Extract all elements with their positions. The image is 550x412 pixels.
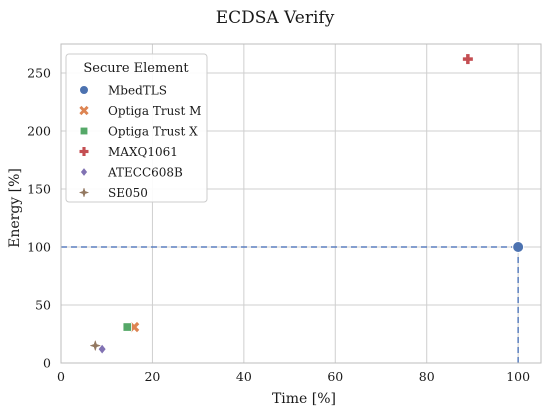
y-axis-label: Energy [%] [7,168,23,248]
y-tick-label: 0 [43,356,51,371]
legend-marker-mbedtls [79,85,89,95]
x-tick-label: 0 [57,369,65,384]
legend-label-maxq1061: MAXQ1061 [108,145,178,159]
legend-marker-se050 [78,187,90,198]
plot-area [60,43,542,364]
chart-title: ECDSA Verify [216,8,335,28]
point-maxq1061 [462,54,473,65]
point-mbedtls [512,241,525,253]
legend-marker-optiga-trust-m [79,105,89,116]
legend-items: MbedTLS Optiga Trust M Optiga Trust X MAXQ1… [78,83,201,200]
legend-label-se050: SE050 [108,186,148,200]
point-atecc608b [97,343,107,355]
y-tick-label: 150 [27,182,51,197]
reference-lines [61,246,519,363]
legend-marker-optiga-trust-x [79,126,89,136]
legend-title: Secure Element [83,61,189,76]
x-tick-label: 100 [506,369,530,384]
point-se050 [89,339,102,352]
legend-label-optiga-trust-m: Optiga Trust M [108,104,201,118]
legend-marker-optiga-trust-m-b [79,105,89,116]
x-tick-label: 40 [236,369,252,384]
data-points [89,54,525,355]
point-optiga-trust-x [122,322,132,332]
y-tick-label: 50 [35,298,51,313]
x-tick-label: 80 [419,369,435,384]
y-tick-label: 100 [27,240,51,255]
legend-box [65,53,208,203]
legend-marker-atecc608b [79,166,89,178]
y-tick-label: 200 [27,124,51,139]
legend-label-mbedtls: MbedTLS [108,83,167,97]
legend-marker-maxq1061 [79,147,89,156]
y-tick-label: 250 [27,66,51,81]
x-axis-label: Time [%] [272,391,336,407]
x-tick-label: 20 [144,369,160,384]
legend-label-optiga-trust-x: Optiga Trust X [108,124,198,138]
tick-labels: 0 20 40 60 80 100 0 50 100 150 200 250 [27,66,530,385]
x-tick-label: 60 [327,369,343,384]
legend-label-atecc608b: ATECC608B [107,165,183,179]
legend: Secure Element MbedTLS Optiga Trust M Opti… [65,53,208,203]
